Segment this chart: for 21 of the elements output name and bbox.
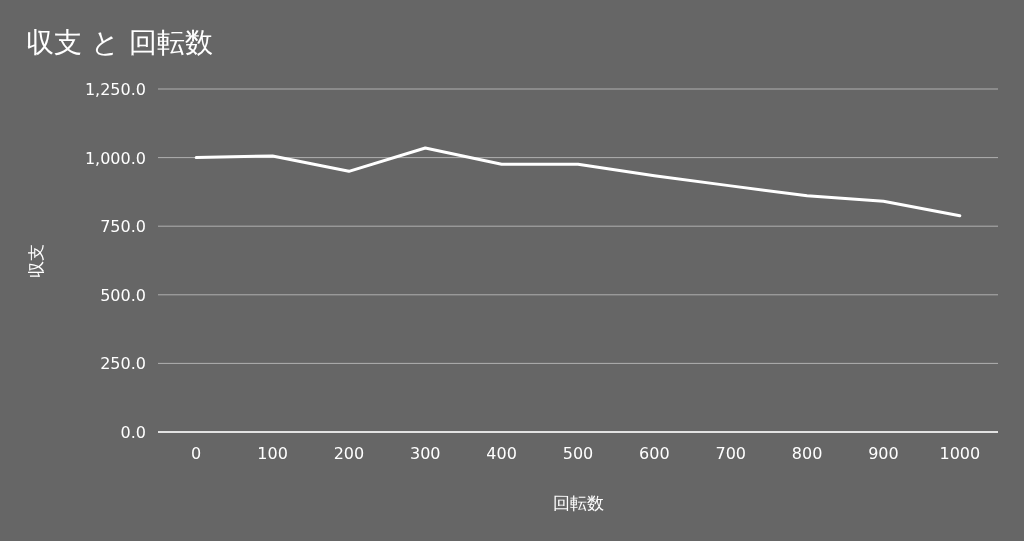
- y-tick-label: 1,250.0: [84, 80, 146, 99]
- x-tick-label: 700: [715, 444, 746, 463]
- x-tick-label: 600: [639, 444, 670, 463]
- y-tick-label: 1,000.0: [84, 148, 146, 168]
- x-tick-label: 300: [410, 444, 441, 463]
- x-tick-label: 500: [562, 444, 594, 463]
- line-series: [194, 146, 962, 218]
- x-tick-label: 0: [191, 444, 202, 463]
- x-tick-label: 200: [333, 444, 365, 463]
- x-tick-label: 100: [257, 444, 288, 463]
- chart-title: 収支 と 回転数: [26, 26, 213, 59]
- y-tick-label: 500.0: [100, 285, 146, 305]
- x-tick-label: 800: [791, 444, 823, 463]
- x-tick-label: 400: [486, 444, 517, 463]
- y-tick-label: 250.0: [100, 354, 146, 374]
- x-tick-label: 900: [868, 444, 899, 463]
- x-axis-title: 回転数: [552, 493, 604, 513]
- x-tick-label: 1000: [939, 444, 981, 463]
- y-axis-title: 収支: [26, 243, 46, 278]
- y-tick-label: 750.0: [100, 217, 146, 237]
- y-tick-label: 0.0: [120, 423, 146, 442]
